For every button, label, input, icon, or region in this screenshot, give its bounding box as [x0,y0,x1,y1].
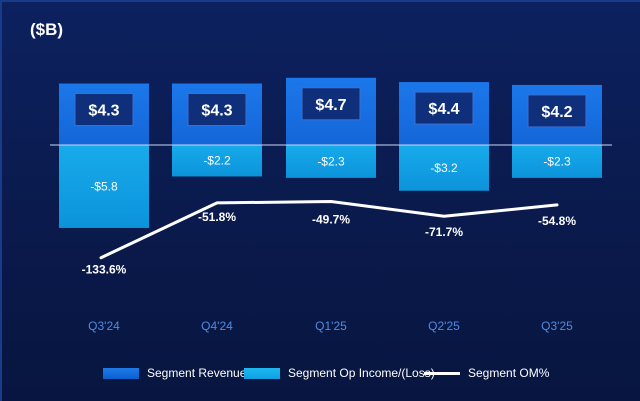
x-tick-label: Q4'24 [201,319,233,333]
op-income-bar [172,145,262,177]
legend-swatch-om [424,371,460,375]
revenue-value-label: $4.3 [201,103,232,120]
legend-swatch-revenue [103,367,139,379]
om-percent-line [99,199,559,260]
revenue-value-box [527,94,587,128]
legend-label-om: Segment OM% [468,366,550,380]
x-tick-label: Q3'25 [541,319,573,333]
op-income-value-label: -$5.8 [90,179,118,193]
x-tick-label: Q3'24 [88,319,120,333]
op-income-bar [512,145,602,178]
om-percent-label: -51.8% [198,210,236,224]
revenue-value-label: $4.3 [88,103,119,120]
x-tick-label: Q2'25 [428,319,460,333]
revenue-value-box [187,93,247,127]
om-percent-label: -133.6% [82,263,127,277]
legend-item-om: Segment OM% [424,363,549,383]
op-income-bar [59,145,149,228]
revenue-value-box [301,87,361,121]
legend-label-op-income: Segment Op Income/(Loss) [288,366,435,380]
legend: Segment Revenue Segment Op Income/(Loss)… [0,363,640,383]
segment-chart: $4.3 $4.3 $4.7 $4.4 $4.2 -$5.8 -$2.2 -$2.3 -$3.2… [50,77,612,333]
revenue-value-label: $4.7 [315,97,346,114]
revenue-value-label: $4.2 [541,104,572,121]
revenue-value-box [414,91,474,125]
op-income-bar [286,145,376,178]
legend-swatch-op-income [244,367,280,379]
revenue-value-box [74,93,134,127]
op-income-value-label: -$2.3 [317,154,345,168]
op-income-value-label: -$3.2 [430,161,458,175]
legend-item-op-income: Segment Op Income/(Loss) [244,363,435,383]
op-income-value-label: -$2.3 [543,154,571,168]
revenue-value-label: $4.4 [428,101,459,118]
op-income-bar [399,145,489,191]
legend-item-revenue: Segment Revenue [103,363,246,383]
unit-label: ($B) [30,20,64,39]
legend-label-revenue: Segment Revenue [147,366,247,380]
om-percent-label: -49.7% [312,212,350,226]
x-tick-label: Q1'25 [315,319,347,333]
op-income-value-label: -$2.2 [203,154,231,168]
om-percent-label: -71.7% [425,225,463,239]
om-percent-label: -54.8% [538,214,576,228]
